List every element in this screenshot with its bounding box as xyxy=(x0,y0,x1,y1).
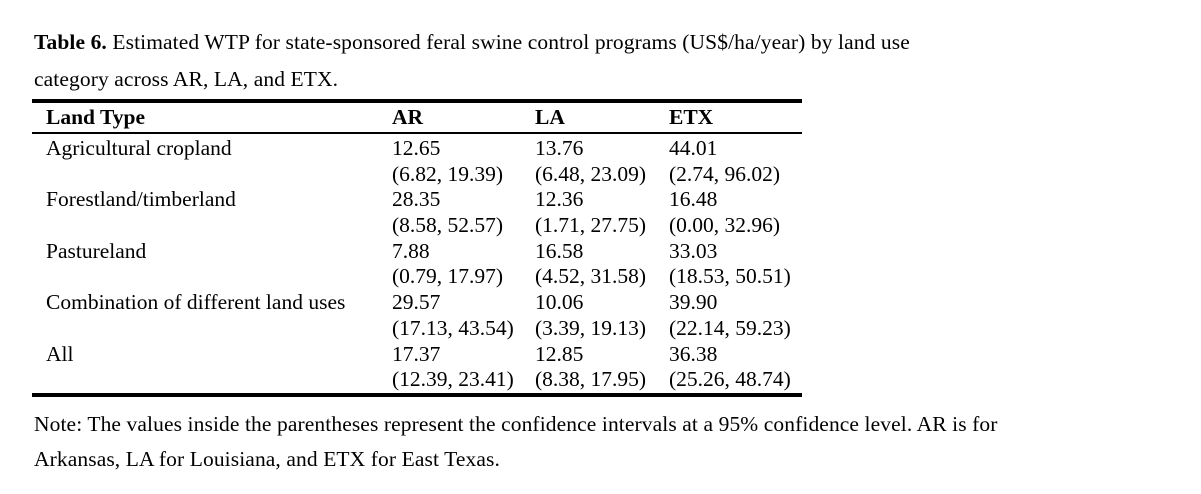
column-header-ar: AR xyxy=(392,101,535,134)
table-note: Note: The values inside the parentheses … xyxy=(32,407,1173,477)
ar-cell: 29.57 (17.13, 43.54) xyxy=(392,290,535,341)
table-header: Land Type AR LA ETX xyxy=(32,101,802,134)
etx-cell: 36.38 (25.26, 48.74) xyxy=(669,342,802,395)
land-type-label: Combination of different land uses xyxy=(46,290,346,315)
header-row: Land Type AR LA ETX xyxy=(32,101,802,134)
etx-cell: 39.90 (22.14, 59.23) xyxy=(669,290,802,341)
confidence-interval: (8.58, 52.57) xyxy=(392,213,504,238)
wtp-value: 16.58 xyxy=(535,238,584,263)
table-caption: Table 6. Estimated WTP for state-sponsor… xyxy=(32,24,1173,98)
confidence-interval: (12.39, 23.41) xyxy=(392,367,514,392)
confidence-interval: (2.74, 96.02) xyxy=(669,161,781,186)
confidence-interval: (0.00, 32.96) xyxy=(669,213,781,238)
table-row: All 17.37 (12.39, 23.41) 12.85 (8.38, 17… xyxy=(32,342,802,395)
wtp-value: 12.85 xyxy=(535,341,584,366)
etx-cell: 16.48 (0.00, 32.96) xyxy=(669,187,802,238)
column-header-land-type: Land Type xyxy=(32,101,392,134)
confidence-interval: (8.38, 17.95) xyxy=(535,367,647,392)
ar-cell: 7.88 (0.79, 17.97) xyxy=(392,239,535,290)
land-type-label: All xyxy=(46,341,74,366)
table-row: Combination of different land uses 29.57… xyxy=(32,290,802,341)
land-type-label: Pastureland xyxy=(46,238,147,263)
land-type-label: Agricultural cropland xyxy=(46,136,232,160)
wtp-value: 29.57 xyxy=(392,290,441,315)
table-row: Forestland/timberland 28.35 (8.58, 52.57… xyxy=(32,187,802,238)
wtp-value: 13.76 xyxy=(535,136,584,160)
ar-cell: 17.37 (12.39, 23.41) xyxy=(392,342,535,395)
land-type-cell: Forestland/timberland xyxy=(32,187,392,238)
ar-cell: 12.65 (6.82, 19.39) xyxy=(392,133,535,187)
caption-text-2: category across AR, LA, and ETX. xyxy=(34,67,339,91)
wtp-value: 16.48 xyxy=(669,187,718,212)
land-type-cell: Pastureland xyxy=(32,239,392,290)
caption-text-1: Estimated WTP for state-sponsored feral … xyxy=(106,30,910,54)
wtp-value: 12.65 xyxy=(392,136,441,160)
note-line-1: Note: The values inside the parentheses … xyxy=(34,411,998,436)
ar-cell: 28.35 (8.58, 52.57) xyxy=(392,187,535,238)
la-cell: 13.76 (6.48, 23.09) xyxy=(535,133,669,187)
wtp-table: Land Type AR LA ETX Agricultural croplan… xyxy=(32,99,802,397)
la-cell: 10.06 (3.39, 19.13) xyxy=(535,290,669,341)
confidence-interval: (18.53, 50.51) xyxy=(669,264,791,289)
wtp-value: 12.36 xyxy=(535,187,584,212)
etx-cell: 33.03 (18.53, 50.51) xyxy=(669,239,802,290)
wtp-value: 10.06 xyxy=(535,290,584,315)
land-type-cell: Combination of different land uses xyxy=(32,290,392,341)
wtp-value: 28.35 xyxy=(392,187,441,212)
table-number-label: Table 6. xyxy=(34,30,107,54)
column-header-etx: ETX xyxy=(669,101,802,134)
la-cell: 12.85 (8.38, 17.95) xyxy=(535,342,669,395)
confidence-interval: (3.39, 19.13) xyxy=(535,315,647,340)
table-row: Pastureland 7.88 (0.79, 17.97) 16.58 (4.… xyxy=(32,239,802,290)
caption-line-2: category across AR, LA, and ETX. xyxy=(34,61,1173,98)
land-type-cell: All xyxy=(32,342,392,395)
confidence-interval: (17.13, 43.54) xyxy=(392,315,514,340)
wtp-value: 17.37 xyxy=(392,341,441,366)
wtp-value: 33.03 xyxy=(669,238,718,263)
confidence-interval: (6.48, 23.09) xyxy=(535,161,647,186)
caption-line-1: Table 6. Estimated WTP for state-sponsor… xyxy=(34,24,1173,61)
wtp-value: 39.90 xyxy=(669,290,718,315)
confidence-interval: (22.14, 59.23) xyxy=(669,315,791,340)
confidence-interval: (4.52, 31.58) xyxy=(535,264,647,289)
confidence-interval: (25.26, 48.74) xyxy=(669,367,791,392)
column-header-la: LA xyxy=(535,101,669,134)
wtp-value: 44.01 xyxy=(669,136,718,160)
wtp-value: 7.88 xyxy=(392,238,430,263)
note-line-2: Arkansas, LA for Louisiana, and ETX for … xyxy=(34,446,500,471)
confidence-interval: (6.82, 19.39) xyxy=(392,161,504,186)
etx-cell: 44.01 (2.74, 96.02) xyxy=(669,133,802,187)
la-cell: 16.58 (4.52, 31.58) xyxy=(535,239,669,290)
wtp-value: 36.38 xyxy=(669,341,718,366)
la-cell: 12.36 (1.71, 27.75) xyxy=(535,187,669,238)
confidence-interval: (0.79, 17.97) xyxy=(392,264,504,289)
confidence-interval: (1.71, 27.75) xyxy=(535,213,647,238)
land-type-label: Forestland/timberland xyxy=(46,187,236,212)
land-type-cell: Agricultural cropland xyxy=(32,133,392,187)
table-row: Agricultural cropland 12.65 (6.82, 19.39… xyxy=(32,133,802,187)
